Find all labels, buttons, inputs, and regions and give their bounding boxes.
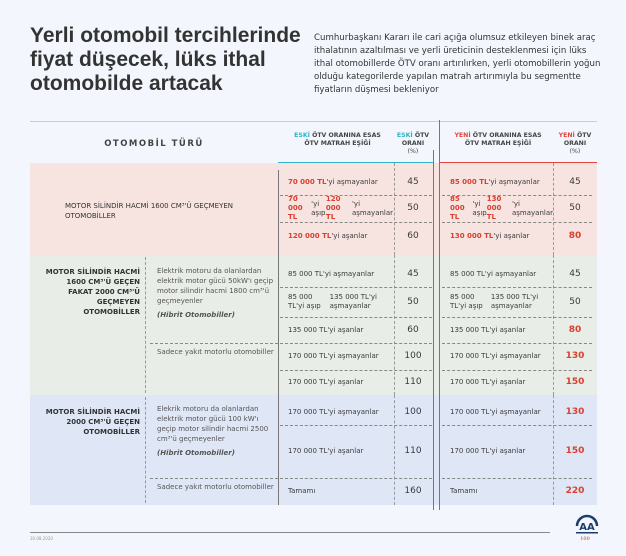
row-divider [280,317,432,318]
vehicle-subtype: Sadece yakıt motorlu otomobiller [157,483,274,491]
vehicle-type: MOTOR SİLİNDİR HACMİ 1600 CM³'Ü GEÇMEYEN… [65,202,233,220]
row-divider [280,195,432,196]
date: 30.08.2020 [30,536,53,541]
page-title: Yerli otomobil tercihlerinde fiyat düşec… [30,24,301,95]
table-section [30,395,597,505]
vehicle-subtype: Elekrik motoru da olanlardan elektrik mo… [157,405,269,457]
yeni-threshold: 135 000 TL'yi aşanlar [450,325,526,334]
divider [150,478,278,479]
row-divider [280,425,432,426]
vehicle-subtype: Elektrik motoru da olanlardan elektrik m… [157,267,274,319]
column-divider [439,120,440,510]
yeni-threshold: 85 000 TL'yi aşıp 130 000 TL'yi aşmayanla… [450,195,554,221]
yeni-threshold: 170 000 TL'yi aşanlar [450,447,526,455]
yeni-threshold: 130 000 TL'yi aşanlar [450,231,530,240]
eski-rate: 100 [404,407,422,417]
yeni-rate: 45 [569,268,581,279]
row-divider [442,343,592,344]
eski-threshold: 85 000 TL'yi aşmayanlar [288,269,375,278]
yeni-rate: 80 [568,324,582,335]
column-divider [278,170,279,505]
eski-rate: 50 [407,296,419,307]
eski-rate: 100 [404,351,422,361]
yeni-threshold: 170 000 TL'yi aşanlar [450,378,526,386]
svg-text:AA: AA [579,522,595,533]
vehicle-type: MOTOR SİLİNDİR HACMİ 2000 CM³'Ü GEÇEN OT… [45,408,140,436]
eski-threshold: 170 000 TL'yi aşanlar [288,378,364,386]
yeni-threshold: 170 000 TL'yi aşmayanlar [450,408,541,416]
row-divider [442,425,592,426]
vehicle-type: MOTOR SİLİNDİR HACMİ 1600 CM³'Ü GEÇEN FA… [45,268,140,316]
row-divider [442,287,592,288]
yeni-rate: 130 [565,407,585,417]
row-divider [442,195,592,196]
yeni-threshold: 85 000 TL'yi aşmayanlar [450,269,537,278]
header-yeni-threshold: YENİ ÖTV ORANINA ESAS ÖTV MATRAH EŞİĞİ [454,132,542,147]
yeni-threshold: 170 000 TL'yi aşmayanlar [450,352,541,360]
yeni-threshold: Tamamı [450,487,478,495]
eski-threshold: 85 000 TL'yi aşıp 135 000 TL'yi aşmayanla… [288,293,377,310]
yeni-rate: 150 [565,377,585,387]
table-section [30,255,597,395]
eski-rate: 60 [407,230,419,241]
divider [394,163,395,255]
divider [150,343,278,344]
divider [394,395,395,505]
aa-logo: AA 100 [573,512,601,546]
yeni-rate: 50 [569,296,581,307]
eski-rate: 50 [407,203,419,213]
eski-rate: 60 [407,324,419,335]
eski-rate: 110 [404,377,422,387]
yeni-threshold: 85 000 TL'yi aşmayanlar [450,178,540,186]
row-divider [280,287,432,288]
divider [30,532,550,533]
eski-threshold: 170 000 TL'yi aşmayanlar [288,352,379,360]
eski-rate: 45 [407,268,419,279]
description: Cumhurbaşkanı Kararı ile cari açığa olum… [314,33,601,95]
row-divider [280,370,432,371]
yeni-threshold: 85 000 TL'yi aşıp 135 000 TL'yi aşmayanla… [450,293,539,310]
header-type: OTOMOBİL TÜRÜ [104,139,204,149]
row-divider [442,370,592,371]
eski-threshold: Tamamı [288,487,316,495]
yeni-rate: 50 [569,203,581,213]
yeni-rate: 220 [565,486,585,496]
yeni-rate: 130 [565,351,585,361]
divider [145,257,146,393]
eski-threshold: 135 000 TL'yi aşanlar [288,325,364,334]
vehicle-subtype: Sadece yakıt motorlu otomobiller [157,348,274,356]
row-divider [442,478,592,479]
row-divider [280,343,432,344]
eski-threshold: 120 000 TL'yi aşanlar [288,231,368,240]
divider [145,397,146,503]
table-section [30,163,597,255]
divider [553,255,554,395]
header-eski-threshold: ESKİ ÖTV ORANINA ESAS ÖTV MATRAH EŞİĞİ [294,132,381,147]
row-divider [442,317,592,318]
eski-rate: 110 [404,446,422,456]
row-divider [442,222,592,223]
eski-threshold: 170 000 TL'yi aşmayanlar [288,408,379,416]
header-yeni-rate: YENİ ÖTV ORANI (%) [558,132,592,155]
svg-text:100: 100 [580,536,590,542]
eski-threshold: 70 000 TL'yi aşıp 120 000 TL'yi aşmayanla… [288,195,394,221]
eski-rate: 45 [407,177,419,187]
header-eski-rate: ESKİ ÖTV ORANI (%) [396,132,430,155]
divider [394,255,395,395]
yeni-rate: 150 [565,446,585,456]
divider [553,395,554,505]
yeni-rate: 45 [569,177,581,187]
divider [30,121,597,122]
row-divider [280,222,432,223]
yeni-rate: 80 [568,230,582,241]
column-divider [433,150,434,510]
eski-threshold: 170 000 TL'yi aşanlar [288,447,364,455]
divider [553,163,554,255]
eski-rate: 160 [404,486,422,496]
eski-threshold: 70 000 TL'yi aşmayanlar [288,178,378,186]
row-divider [280,478,432,479]
